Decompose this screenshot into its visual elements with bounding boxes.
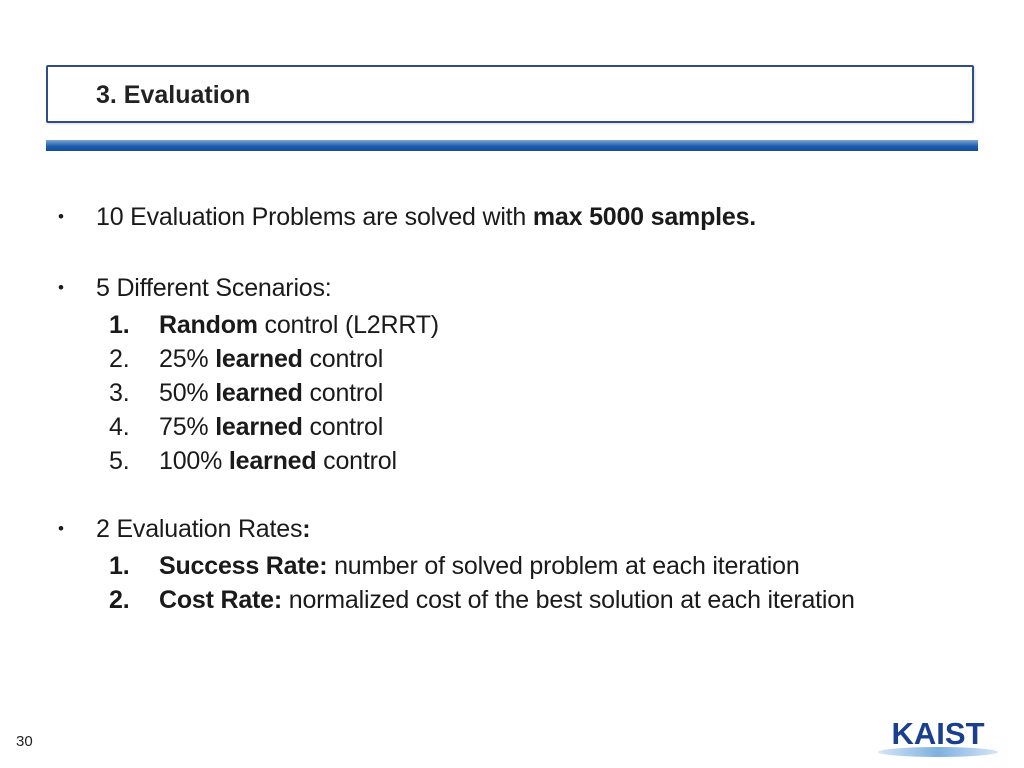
scenario-bold: learned: [215, 413, 303, 441]
bullet-3: • 2 Evaluation Rates:: [58, 512, 998, 549]
scenario-text: 50% learned control: [159, 376, 383, 410]
rate-bold: Success Rate:: [159, 552, 328, 580]
scenario-bold: learned: [215, 379, 303, 407]
rate-post: number of solved problem at each iterati…: [327, 552, 800, 580]
bullet-1-plain: 10 Evaluation Problems are solved with: [96, 203, 533, 231]
scenario-bold: learned: [215, 345, 303, 373]
scenario-post: control: [302, 379, 384, 407]
bullet-3-colon: :: [302, 515, 311, 543]
rate-text: Success Rate: number of solved problem a…: [159, 549, 800, 583]
bullet-icon: •: [58, 519, 64, 538]
scenario-pre: 50%: [159, 379, 216, 407]
bullet-1: • 10 Evaluation Problems are solved with…: [58, 200, 998, 237]
logo-text: KAIST: [892, 716, 985, 751]
scenario-text: 25% learned control: [159, 342, 383, 376]
list-number: 5.: [109, 447, 130, 475]
scenario-post: control: [316, 447, 397, 475]
bullet-1-text: 10 Evaluation Problems are solved with m…: [96, 200, 756, 234]
bullet-icon: •: [58, 207, 64, 226]
list-number: 1.: [109, 311, 130, 339]
list-number: 2.: [109, 345, 130, 373]
list-number: 2.: [109, 586, 130, 614]
bullet-3-text: 2 Evaluation Rates:: [96, 512, 311, 546]
scenario-text: 75% learned control: [159, 410, 383, 444]
slide-content: • 10 Evaluation Problems are solved with…: [58, 200, 998, 617]
page-title: 3. Evaluation: [96, 81, 251, 109]
scenario-text: Random control (L2RRT): [159, 308, 439, 342]
scenario-item: 5. 100% learned control: [58, 444, 998, 478]
scenario-item: 3. 50% learned control: [58, 376, 998, 410]
title-box: 3. Evaluation: [46, 65, 974, 123]
list-number: 3.: [109, 379, 130, 407]
scenario-item: 4. 75% learned control: [58, 410, 998, 444]
rate-item: 1. Success Rate: number of solved proble…: [58, 549, 998, 583]
bullet-icon: •: [58, 278, 64, 297]
scenario-pre: 100%: [159, 447, 229, 475]
bullet-2: • 5 Different Scenarios:: [58, 271, 998, 308]
title-underline-bar: [46, 140, 978, 151]
bullet-1-bold: max 5000 samples.: [532, 203, 757, 231]
scenario-bold: Random: [159, 311, 258, 339]
scenario-bold: learned: [228, 447, 317, 475]
bullet-3-plain: 2 Evaluation Rates: [96, 515, 303, 543]
scenario-post: control: [302, 413, 384, 441]
rate-post: normalized cost of the best solution at …: [282, 586, 855, 614]
list-number: 1.: [109, 552, 130, 580]
scenario-item: 2. 25% learned control: [58, 342, 998, 376]
bullet-2-text: 5 Different Scenarios:: [96, 274, 332, 302]
scenario-text: 100% learned control: [159, 444, 397, 478]
scenario-post: control: [302, 345, 384, 373]
scenario-post: control (L2RRT): [257, 311, 440, 339]
scenario-pre: 25%: [159, 345, 216, 373]
page-number: 30: [16, 733, 33, 750]
rate-text: Cost Rate: normalized cost of the best s…: [159, 583, 855, 617]
scenario-item: 1. Random control (L2RRT): [58, 308, 998, 342]
kaist-logo: KAIST: [878, 716, 998, 757]
scenario-pre: 75%: [159, 413, 216, 441]
list-number: 4.: [109, 413, 130, 441]
rate-bold: Cost Rate:: [159, 586, 283, 614]
logo-swoosh: [878, 747, 998, 757]
rate-item: 2. Cost Rate: normalized cost of the bes…: [58, 583, 998, 617]
